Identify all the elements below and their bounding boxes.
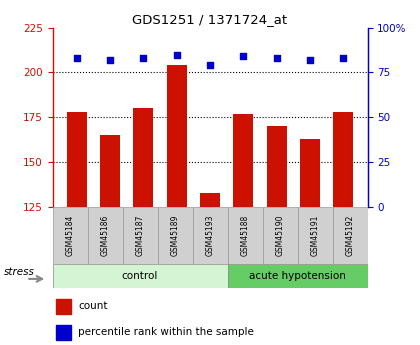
Bar xyxy=(134,108,153,207)
Bar xyxy=(67,112,87,207)
Text: stress: stress xyxy=(4,267,35,277)
Bar xyxy=(267,126,286,207)
Text: control: control xyxy=(122,271,158,281)
Bar xyxy=(52,264,228,288)
Point xyxy=(307,57,313,63)
Bar xyxy=(158,207,192,264)
Bar xyxy=(233,114,253,207)
Text: GSM45193: GSM45193 xyxy=(205,215,215,256)
Text: GSM45191: GSM45191 xyxy=(310,215,320,256)
Point xyxy=(240,53,247,59)
Point xyxy=(74,55,80,61)
Bar xyxy=(167,65,187,207)
Text: GSM45189: GSM45189 xyxy=(171,215,179,256)
Bar xyxy=(228,264,368,288)
Point xyxy=(140,55,147,61)
Text: GSM45186: GSM45186 xyxy=(100,215,110,256)
Bar xyxy=(300,139,320,207)
Text: GSM45190: GSM45190 xyxy=(276,215,284,256)
Bar xyxy=(297,207,333,264)
Bar xyxy=(87,207,123,264)
Text: count: count xyxy=(78,302,108,312)
Text: GSM45187: GSM45187 xyxy=(136,215,144,256)
Text: GSM45192: GSM45192 xyxy=(346,215,354,256)
Bar xyxy=(123,207,158,264)
Bar xyxy=(56,299,71,314)
Bar xyxy=(100,135,120,207)
Point xyxy=(173,52,180,57)
Point xyxy=(273,55,280,61)
Bar xyxy=(200,193,220,207)
Bar xyxy=(228,207,262,264)
Title: GDS1251 / 1371724_at: GDS1251 / 1371724_at xyxy=(132,13,288,27)
Bar xyxy=(52,207,87,264)
Bar xyxy=(56,325,71,339)
Text: GSM45184: GSM45184 xyxy=(66,215,74,256)
Bar xyxy=(333,207,368,264)
Text: acute hypotension: acute hypotension xyxy=(249,271,346,281)
Point xyxy=(207,62,213,68)
Bar xyxy=(262,207,297,264)
Point xyxy=(340,55,346,61)
Bar xyxy=(333,112,353,207)
Text: percentile rank within the sample: percentile rank within the sample xyxy=(78,327,254,337)
Bar xyxy=(192,207,228,264)
Text: GSM45188: GSM45188 xyxy=(241,215,249,256)
Point xyxy=(107,57,113,63)
